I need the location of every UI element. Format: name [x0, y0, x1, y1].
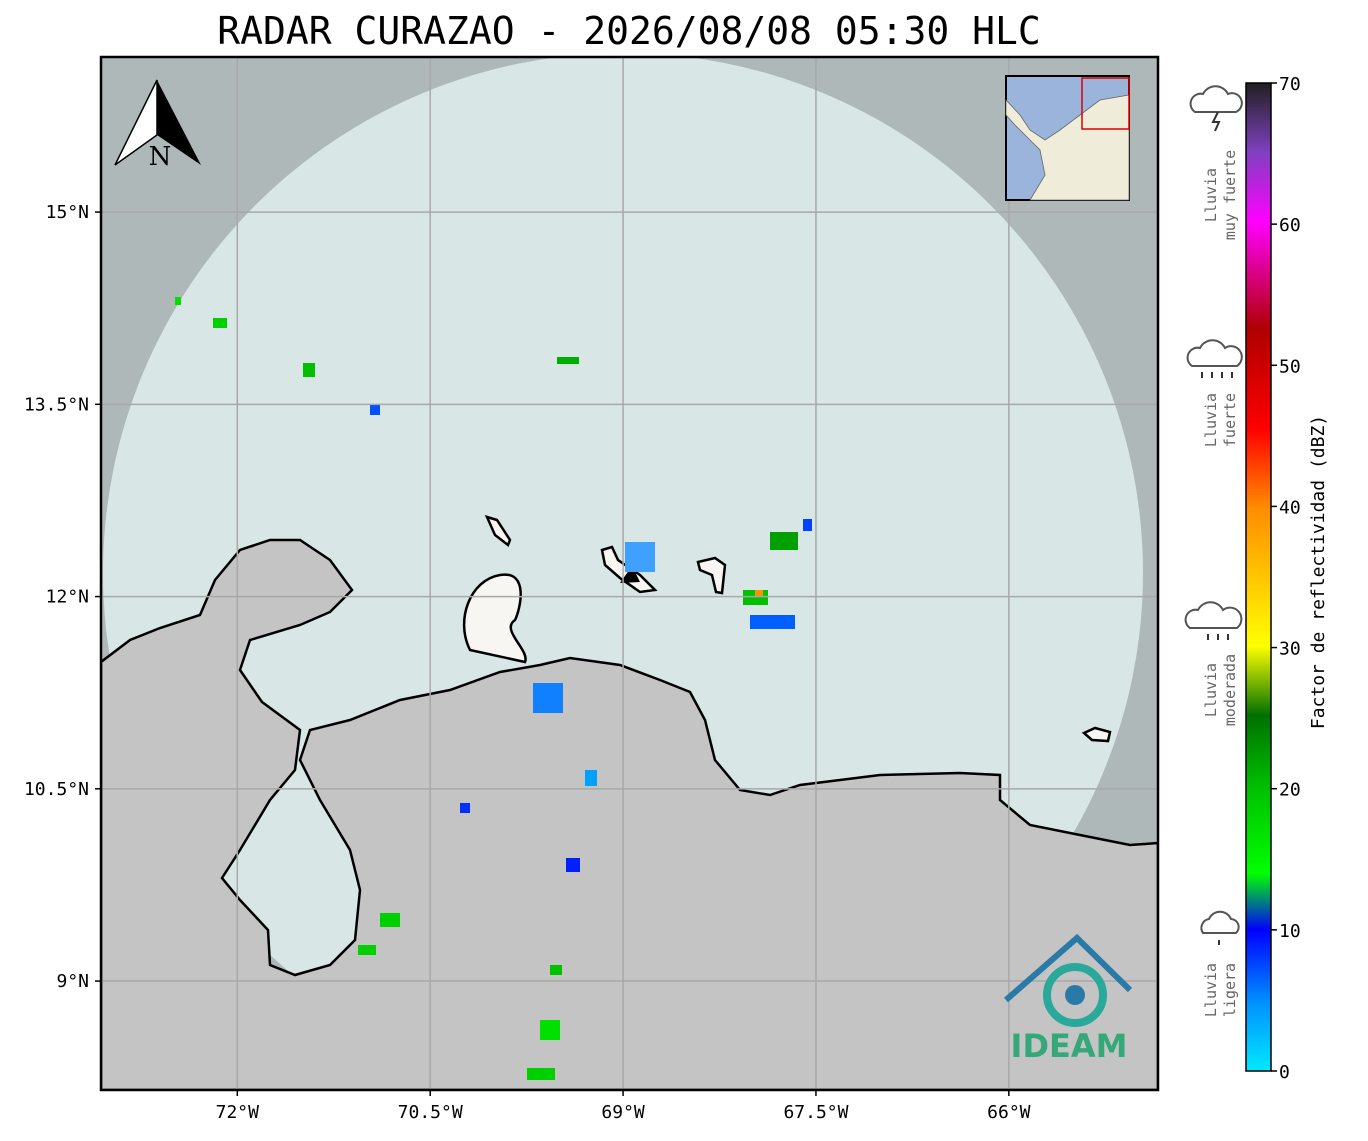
- radar-echoes: [175, 297, 812, 1080]
- colorbar-tick-label: 40: [1279, 497, 1301, 518]
- colorbar-tick-label: 0: [1279, 1062, 1290, 1083]
- legend-label: ligera: [1221, 963, 1239, 1017]
- legend-label: moderada: [1221, 654, 1239, 726]
- y-tick-label: 9°N: [56, 971, 89, 992]
- x-tick-label: 67.5°W: [783, 1102, 848, 1123]
- colorbar-label: Factor de reflectividad (dBZ): [1308, 415, 1329, 729]
- x-tick-label: 69°W: [601, 1102, 645, 1123]
- y-tick-label: 13.5°N: [24, 394, 89, 415]
- title: RADAR CURAZAO - 2026/08/08 05:30 HLC: [217, 9, 1041, 53]
- y-tick-label: 10.5°N: [24, 779, 89, 800]
- y-tick-label: 12°N: [46, 587, 89, 608]
- colorbar: [1245, 82, 1272, 1072]
- colorbar-tick-label: 10: [1279, 921, 1301, 942]
- colorbar-tick-label: 50: [1279, 356, 1301, 377]
- legend-label: Lluvia: [1202, 963, 1220, 1017]
- colorbar-tick-label: 70: [1279, 74, 1301, 95]
- compass-label: N: [149, 142, 172, 172]
- map-frame: [99, 55, 1160, 1092]
- weather-icons: [1184, 85, 1243, 945]
- legend-label: Lluvia: [1202, 393, 1220, 447]
- y-tick-label: 15°N: [46, 202, 89, 223]
- colorbar-tick-label: 60: [1279, 215, 1301, 236]
- ideam-logo: IDEAM: [1004, 933, 1133, 1065]
- logo-text: IDEAM: [1011, 1027, 1128, 1065]
- x-tick-label: 70.5°W: [398, 1102, 463, 1123]
- legend-label: Lluvia: [1202, 663, 1220, 717]
- north-arrow: N: [114, 79, 201, 172]
- map: [101, 57, 1158, 1090]
- legend-label: fuerte: [1221, 393, 1239, 447]
- inset-map: [1005, 75, 1130, 201]
- legend-label: Lluvia: [1202, 168, 1220, 222]
- legend-label: muy fuerte: [1221, 150, 1239, 240]
- colorbar-tick-label: 30: [1279, 639, 1301, 660]
- colorbar-tick-label: 20: [1279, 780, 1301, 801]
- x-tick-label: 72°W: [216, 1102, 260, 1123]
- x-tick-label: 66°W: [987, 1102, 1031, 1123]
